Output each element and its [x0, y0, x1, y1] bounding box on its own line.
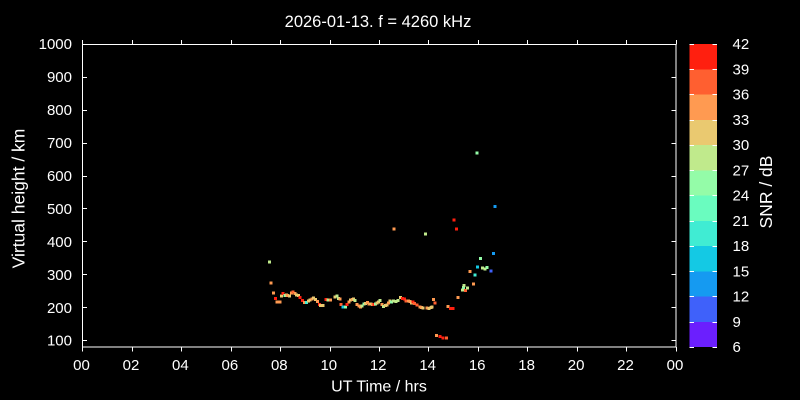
svg-text:Virtual height / km: Virtual height / km: [9, 129, 29, 269]
svg-text:00: 00: [667, 357, 684, 374]
svg-text:10: 10: [320, 357, 337, 374]
svg-text:30: 30: [733, 137, 750, 154]
svg-text:200: 200: [47, 300, 72, 317]
svg-text:20: 20: [568, 357, 585, 374]
svg-text:400: 400: [47, 234, 72, 251]
svg-text:00: 00: [73, 357, 90, 374]
svg-text:14: 14: [419, 357, 436, 374]
svg-text:300: 300: [47, 267, 72, 284]
svg-text:08: 08: [271, 357, 288, 374]
svg-text:12: 12: [733, 289, 750, 306]
svg-text:42: 42: [733, 36, 750, 53]
svg-text:SNR / dB: SNR / dB: [756, 156, 776, 229]
svg-text:1000: 1000: [39, 36, 72, 53]
svg-text:02: 02: [123, 357, 140, 374]
svg-text:18: 18: [518, 357, 535, 374]
svg-text:27: 27: [733, 162, 750, 179]
svg-text:16: 16: [469, 357, 486, 374]
svg-text:22: 22: [617, 357, 634, 374]
svg-text:800: 800: [47, 102, 72, 119]
svg-text:700: 700: [47, 135, 72, 152]
svg-text:9: 9: [733, 314, 741, 331]
svg-text:500: 500: [47, 201, 72, 218]
svg-text:18: 18: [733, 238, 750, 255]
svg-text:36: 36: [733, 87, 750, 104]
svg-text:24: 24: [733, 188, 750, 205]
svg-text:600: 600: [47, 168, 72, 185]
svg-text:100: 100: [47, 333, 72, 350]
svg-text:33: 33: [733, 112, 750, 129]
svg-text:21: 21: [733, 213, 750, 230]
svg-text:12: 12: [370, 357, 387, 374]
svg-text:900: 900: [47, 69, 72, 86]
svg-text:39: 39: [733, 62, 750, 79]
svg-text:UT Time / hrs: UT Time / hrs: [331, 379, 427, 396]
svg-text:2026-01-13. f = 4260 kHz: 2026-01-13. f = 4260 kHz: [285, 13, 472, 31]
svg-text:15: 15: [733, 263, 750, 280]
svg-text:06: 06: [222, 357, 239, 374]
svg-text:04: 04: [172, 357, 189, 374]
svg-text:6: 6: [733, 339, 741, 356]
